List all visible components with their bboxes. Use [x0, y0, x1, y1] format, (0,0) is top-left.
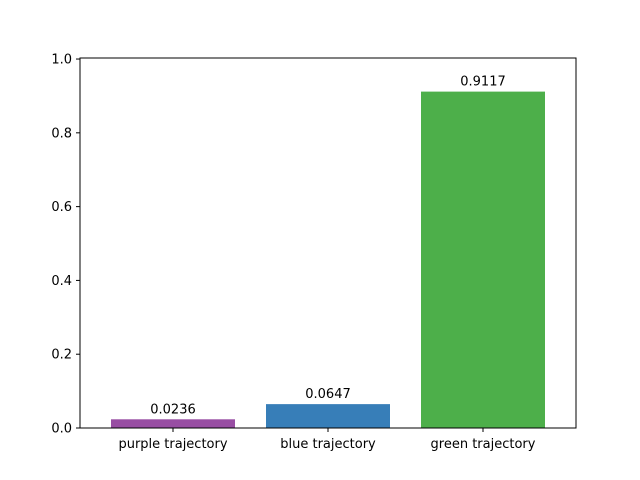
y-tick-label-6: 1.0	[51, 53, 72, 68]
data-label-1: 0.0236	[150, 402, 196, 417]
plot-area: 0.0236 purple trajectory 0.0647 blue trajec…	[51, 53, 577, 452]
x-tick-label-2: blue trajectory	[280, 437, 376, 452]
x-tick-label-1: purple trajectory	[118, 437, 227, 452]
y-tick-label-2: 0.2	[51, 348, 72, 363]
data-label-2: 0.0647	[305, 387, 351, 402]
bar-3	[421, 91, 545, 429]
y-tick-label-1: 0.0	[51, 422, 72, 437]
x-tick-label-3: green trajectory	[431, 437, 536, 452]
y-tick-label-3: 0.4	[51, 274, 72, 289]
bar-1	[111, 419, 235, 428]
data-label-3: 0.9117	[460, 75, 506, 90]
y-tick-label-4: 0.6	[51, 200, 72, 215]
axes-frame	[79, 57, 577, 429]
bar-2	[266, 404, 390, 428]
y-tick-label-5: 0.8	[51, 126, 72, 141]
